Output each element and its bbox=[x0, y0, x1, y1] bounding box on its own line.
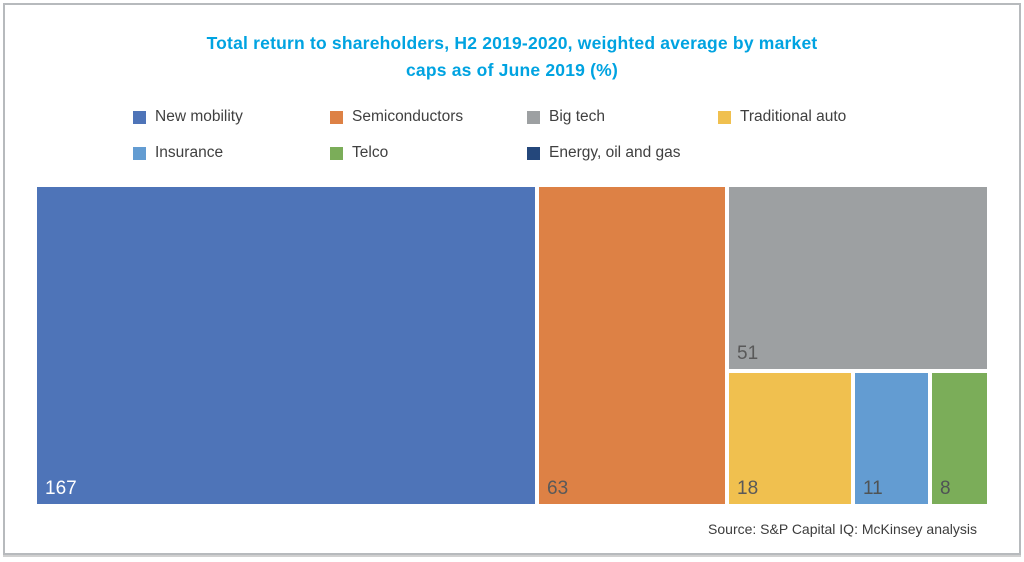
legend-item-big-tech: Big tech bbox=[527, 108, 605, 126]
legend-swatch-semiconductors bbox=[330, 110, 343, 124]
treemap-block-new-mobility: 167 bbox=[37, 187, 535, 504]
legend-item-semiconductors: Semiconductors bbox=[330, 108, 463, 126]
legend-swatch-insurance bbox=[133, 146, 146, 160]
legend-label: Semiconductors bbox=[352, 108, 464, 125]
treemap-value-semiconductors: 63 bbox=[547, 478, 569, 499]
legend-item-insurance: Insurance bbox=[133, 144, 223, 162]
legend-label: Telco bbox=[352, 144, 389, 161]
treemap-value-big-tech: 51 bbox=[737, 343, 759, 364]
legend-item-traditional-auto: Traditional auto bbox=[718, 108, 846, 126]
legend-item-telco: Telco bbox=[330, 144, 388, 162]
treemap-block-big-tech: 51 bbox=[729, 187, 987, 369]
legend-swatch-big-tech bbox=[527, 110, 540, 124]
chart-title-line2: caps as of June 2019 (%) bbox=[406, 60, 618, 80]
treemap-value-insurance: 11 bbox=[863, 478, 883, 499]
treemap: 167 63 51 18 11 8 bbox=[37, 187, 987, 504]
legend-swatch-energy-oil-gas bbox=[527, 146, 540, 160]
chart-title-line1: Total return to shareholders, H2 2019-20… bbox=[206, 33, 818, 53]
legend-label: Energy, oil and gas bbox=[549, 144, 681, 161]
legend-swatch-new-mobility bbox=[133, 110, 146, 124]
treemap-value-traditional-auto: 18 bbox=[737, 478, 759, 499]
legend-label: New mobility bbox=[155, 108, 243, 125]
treemap-block-telco: 8 bbox=[932, 373, 987, 504]
source-note: Source: S&P Capital IQ: McKinsey analysi… bbox=[708, 521, 977, 537]
treemap-value-new-mobility: 167 bbox=[45, 478, 77, 499]
legend-swatch-traditional-auto bbox=[718, 110, 731, 124]
legend-label: Big tech bbox=[549, 108, 606, 125]
legend-swatch-telco bbox=[330, 146, 343, 160]
chart-title: Total return to shareholders, H2 2019-20… bbox=[0, 30, 1024, 84]
treemap-block-traditional-auto: 18 bbox=[729, 373, 851, 504]
legend-item-energy-oil-gas: Energy, oil and gas bbox=[527, 144, 681, 162]
legend-item-new-mobility: New mobility bbox=[133, 108, 243, 126]
treemap-block-insurance: 11 bbox=[855, 373, 928, 504]
treemap-block-semiconductors: 63 bbox=[539, 187, 725, 504]
treemap-value-telco: 8 bbox=[940, 478, 951, 499]
legend-label: Traditional auto bbox=[740, 108, 847, 125]
legend-label: Insurance bbox=[155, 144, 224, 161]
